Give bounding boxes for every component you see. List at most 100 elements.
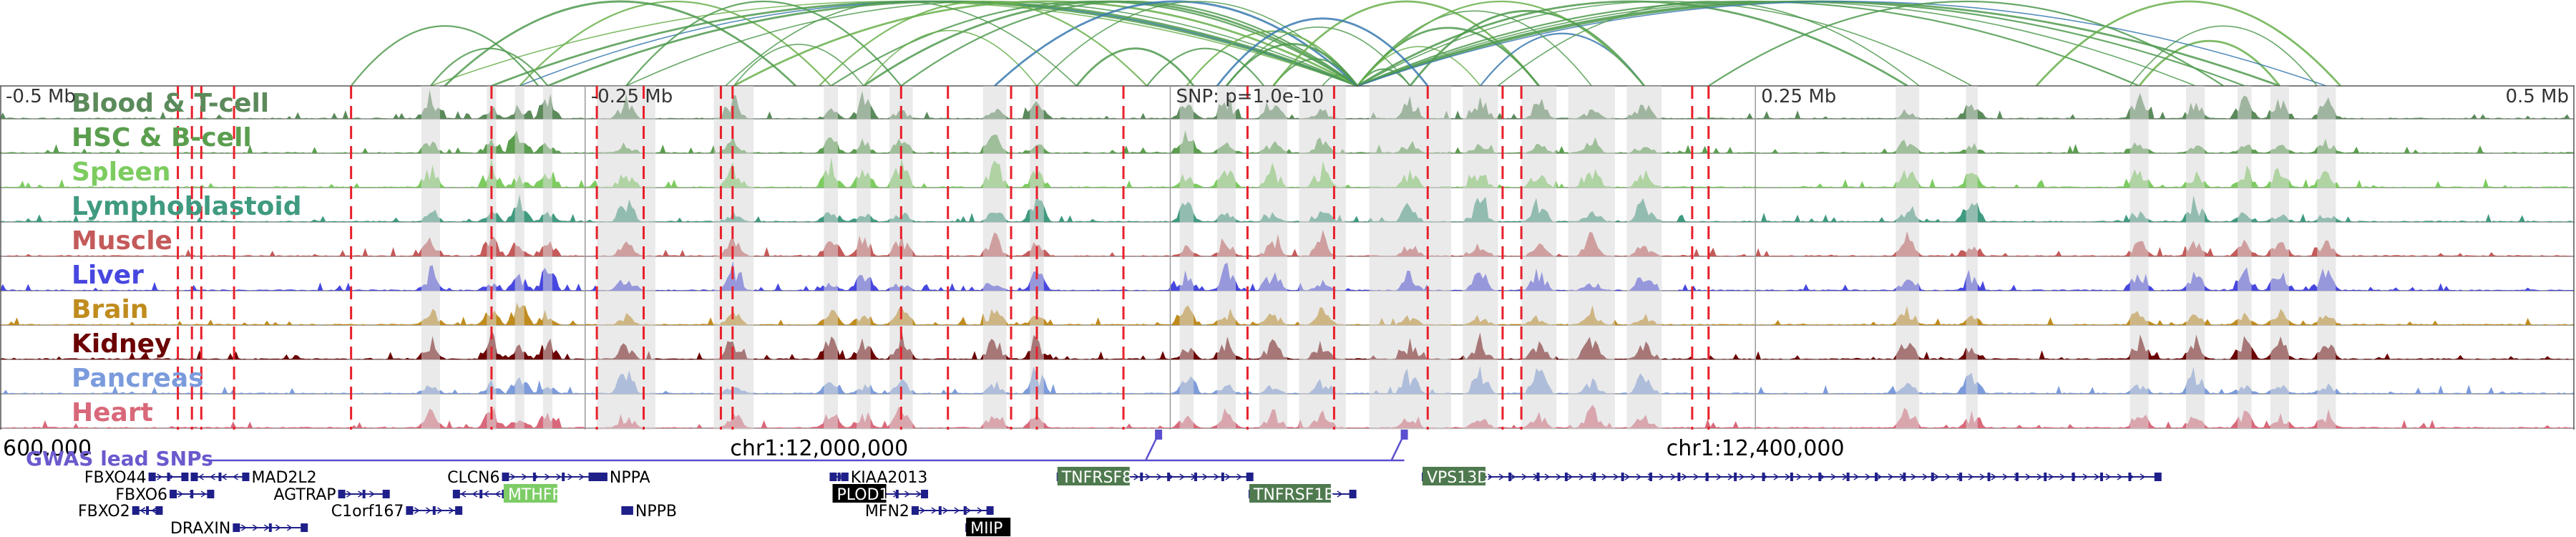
exon	[1167, 473, 1171, 481]
exon	[841, 473, 849, 481]
exon	[1621, 473, 1624, 481]
gene-agtrap: AGTRAP	[273, 486, 390, 504]
highlight-region	[514, 86, 525, 430]
strand-chevron	[1945, 473, 1951, 480]
strand-chevron	[369, 490, 375, 498]
highlight-region	[2317, 86, 2336, 430]
strand-chevron	[1659, 473, 1665, 480]
strand-chevron	[1785, 473, 1791, 480]
exon	[1705, 473, 1709, 481]
gene-label: MFN2	[865, 503, 909, 521]
loop-arc	[2138, 40, 2280, 87]
strand-chevron	[1682, 473, 1688, 480]
loop-arc	[1322, 74, 1358, 87]
loop-arc	[1357, 1, 2196, 87]
strand-chevron	[157, 473, 162, 480]
gene-tnfrsf8: TNFRSF8	[1056, 467, 1254, 487]
strand-chevron	[1579, 473, 1585, 480]
exon	[986, 506, 994, 515]
exon	[1593, 473, 1596, 481]
exon	[218, 473, 222, 481]
scale-label: -0.25 Mb	[591, 86, 673, 107]
strand-chevron	[414, 507, 420, 514]
exon	[2015, 473, 2019, 481]
strand-chevron	[2117, 473, 2123, 480]
exon	[406, 506, 414, 515]
exon	[1818, 473, 1822, 481]
highlight-region	[1299, 86, 1346, 430]
gene-label: VPS13D	[1427, 469, 1489, 487]
strand-chevron	[1773, 473, 1780, 480]
gene-label-box	[1422, 467, 1485, 485]
highlight-region	[2270, 86, 2289, 430]
exon	[600, 473, 608, 481]
loop-arc	[1357, 0, 1645, 87]
strand-chevron	[1991, 473, 1997, 480]
highlight-region	[1521, 86, 1557, 430]
gene-label: DRAXIN	[170, 520, 230, 537]
strand-chevron	[177, 490, 184, 498]
exon	[621, 506, 629, 515]
exon	[432, 506, 436, 515]
exon	[190, 473, 198, 481]
highlight-region	[1626, 86, 1662, 430]
highlight-region	[421, 86, 440, 430]
strand-chevron	[140, 507, 146, 514]
gene-fbxo6: FBXO6	[115, 486, 215, 504]
strand-chevron	[1556, 473, 1562, 480]
loop-arc	[444, 0, 797, 87]
exon	[479, 490, 483, 498]
strand-chevron	[1727, 473, 1734, 480]
scale-bar: -0.5 Mb -0.25 Mb SNP: p=1.0e-10 0.25 Mb 0.5 …	[6, 86, 2569, 430]
exon	[242, 473, 250, 481]
strand-chevron	[556, 473, 562, 480]
strand-chevron	[1796, 473, 1802, 480]
gene-kiaa2013: KIAA2013	[829, 469, 927, 487]
strand-chevron	[1830, 473, 1837, 480]
gene-label: FBXO6	[115, 486, 167, 504]
loop-arc	[1225, 43, 1359, 87]
strand-chevron	[448, 507, 454, 514]
gene-draxin: DRAXIN	[170, 520, 308, 537]
gene-vps13d: VPS13D	[1421, 467, 2162, 487]
loop-arc	[733, 0, 1358, 87]
loop-arc	[1036, 1, 1358, 87]
exon	[963, 506, 967, 515]
exon	[146, 506, 150, 515]
exon	[829, 473, 837, 481]
exon	[625, 506, 633, 515]
strand-chevron	[1750, 473, 1757, 480]
highlight-region	[2186, 86, 2205, 430]
loop-arc	[1357, 0, 2280, 87]
strand-chevron	[460, 490, 467, 498]
strand-chevron	[2082, 473, 2089, 480]
exon	[181, 473, 189, 481]
exon	[1194, 473, 1197, 481]
strand-chevron	[1236, 473, 1243, 480]
strand-chevron	[965, 507, 972, 514]
gene-miip: MIIP	[965, 518, 1011, 537]
exon	[895, 490, 899, 498]
loop-arc	[819, 1, 1148, 87]
gene-label: TNFRSF8	[1061, 469, 1132, 487]
gene-plod1: PLOD1	[832, 484, 929, 504]
loop-arc	[1409, 9, 1645, 87]
loop-arc	[1497, 1, 1920, 87]
strand-chevron	[567, 473, 573, 480]
strand-chevron	[919, 507, 926, 514]
loop-arc	[1075, 47, 1195, 87]
exon	[502, 473, 509, 481]
track-label: Muscle	[72, 226, 172, 256]
strand-chevron	[579, 473, 585, 480]
strand-chevron	[1693, 473, 1699, 480]
strand-chevron	[472, 490, 478, 498]
exon	[1762, 473, 1765, 481]
coordinate-label: chr1:12,000,000	[730, 436, 908, 461]
strand-chevron	[1337, 490, 1343, 498]
exon	[938, 506, 942, 515]
strand-chevron	[1202, 473, 1209, 480]
loop-arc	[1146, 47, 1265, 87]
loop-arc	[1357, 10, 1592, 87]
loop-arc	[1357, 0, 1908, 87]
gene-label: CLCN6	[447, 469, 499, 487]
